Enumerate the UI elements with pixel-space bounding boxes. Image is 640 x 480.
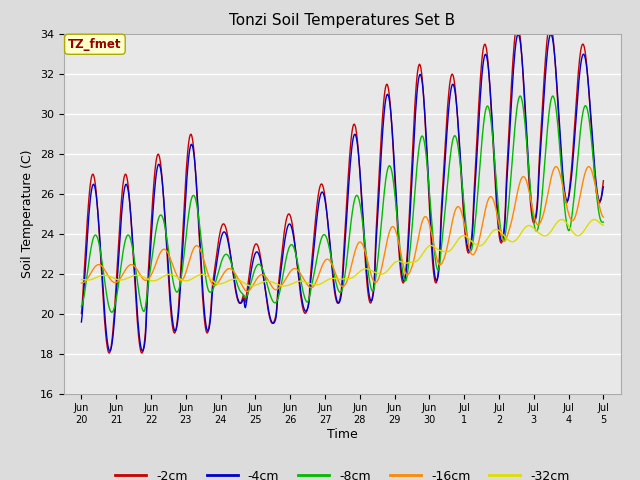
X-axis label: Time: Time [327, 428, 358, 441]
Text: TZ_fmet: TZ_fmet [68, 38, 122, 51]
Y-axis label: Soil Temperature (C): Soil Temperature (C) [22, 149, 35, 278]
Title: Tonzi Soil Temperatures Set B: Tonzi Soil Temperatures Set B [229, 13, 456, 28]
Legend: -2cm, -4cm, -8cm, -16cm, -32cm: -2cm, -4cm, -8cm, -16cm, -32cm [110, 465, 575, 480]
